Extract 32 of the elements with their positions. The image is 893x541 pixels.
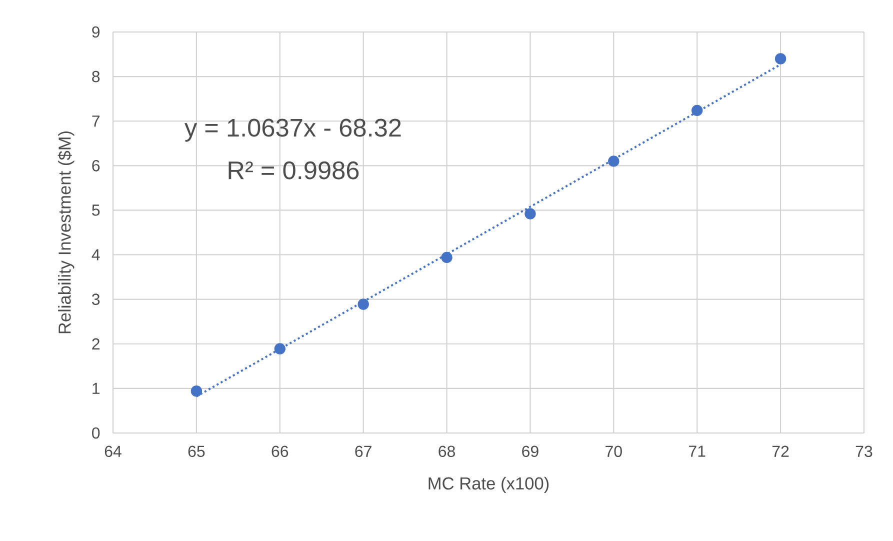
annotation: y = 1.0637x - 68.32 [184, 118, 401, 142]
point [441, 252, 452, 264]
point [190, 386, 202, 397]
y-tick-label: 9 [92, 26, 100, 38]
point [274, 343, 286, 354]
y-tick-label: 4 [92, 249, 100, 260]
point [608, 156, 620, 167]
x-tick-label: 66 [272, 446, 288, 458]
y-tick-label: 6 [92, 160, 100, 172]
x-tick-label: 64 [104, 446, 122, 458]
x-tick-label: 70 [606, 446, 622, 458]
x-tick-label: 71 [689, 446, 706, 457]
annotation: R² = 0.9986 [228, 161, 359, 180]
y-tick-label: 7 [92, 116, 100, 127]
point [692, 104, 703, 116]
y-tick-label: 5 [92, 204, 100, 216]
x-tick-label: 65 [188, 446, 205, 458]
point [524, 208, 536, 220]
y-tick-label: 8 [92, 70, 100, 82]
x-tick-label: 73 [856, 446, 872, 458]
point [774, 53, 786, 64]
x-tick-label: 68 [438, 446, 455, 458]
x-tick-label: 72 [772, 446, 789, 457]
y-tick-label: 0 [92, 427, 100, 439]
y-tick-label: 3 [92, 294, 100, 305]
y-tick-label: 2 [92, 338, 100, 350]
y-tick-label: 1 [92, 382, 100, 394]
x-tick-label: 69 [522, 446, 538, 458]
x-tick-label: 67 [355, 446, 372, 458]
y-axis-title: Reliability Investment ($M) [58, 132, 74, 334]
x-axis-title: MC Rate (x100) [428, 476, 549, 493]
point [358, 298, 369, 310]
